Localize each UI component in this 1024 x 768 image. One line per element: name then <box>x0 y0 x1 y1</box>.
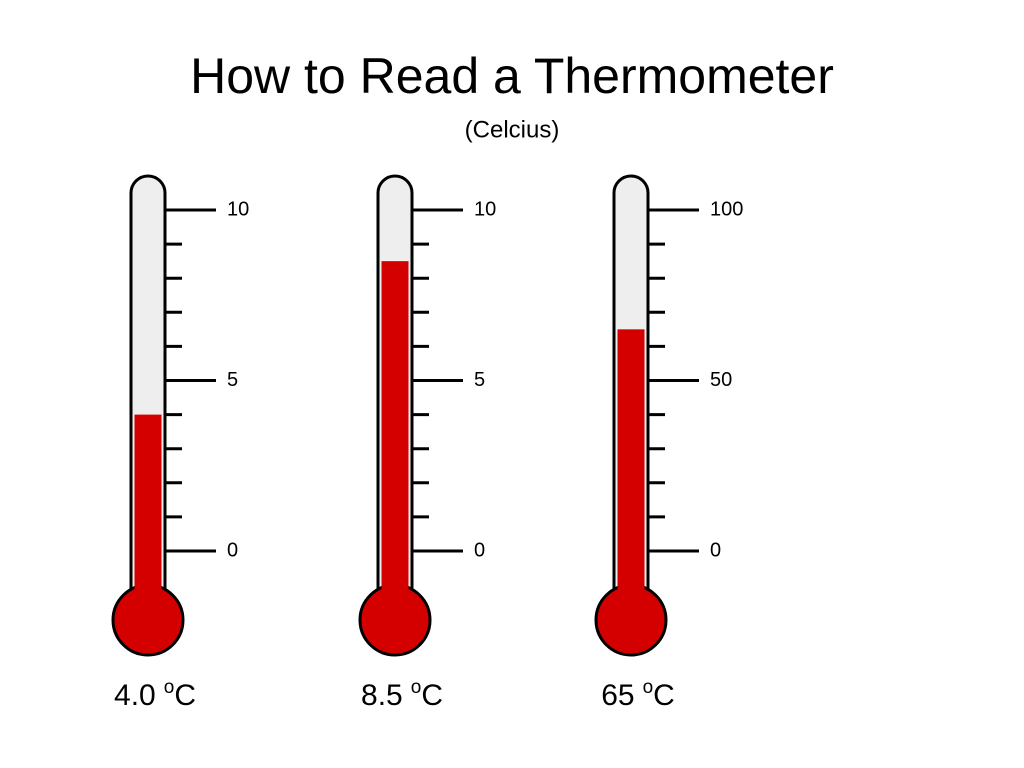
tick-label: 0 <box>227 539 238 561</box>
tick-label: 0 <box>474 539 485 561</box>
reading-value: 65 <box>601 679 634 712</box>
tick-label: 0 <box>710 539 721 561</box>
reading-degree: o <box>411 677 422 698</box>
thermometer: 0 5 10 8.5 oC <box>358 174 496 712</box>
reading-degree: o <box>164 677 175 698</box>
mercury <box>381 261 409 612</box>
tick-label: 10 <box>474 198 496 220</box>
reading-value: 8.5 <box>361 679 403 712</box>
subtitle: (Celcius) <box>465 116 560 143</box>
reading: 4.0 oC <box>114 677 196 712</box>
tick-label: 5 <box>227 369 238 391</box>
tick-label: 100 <box>710 198 743 220</box>
tick-label: 5 <box>474 369 485 391</box>
reading-unit: C <box>653 679 675 712</box>
reading: 8.5 oC <box>361 677 443 712</box>
reading-unit: C <box>174 679 196 712</box>
thermometer: 0 5 10 4.0 oC <box>111 174 249 712</box>
reading-value: 4.0 <box>114 679 156 712</box>
thermometer: 0 50 100 65 oC <box>594 174 743 712</box>
tick-label: 10 <box>227 198 249 220</box>
reading: 65 oC <box>601 677 675 712</box>
reading-degree: o <box>643 677 654 698</box>
reading-unit: C <box>421 679 443 712</box>
mercury <box>134 414 162 612</box>
tick-label: 50 <box>710 369 732 391</box>
mercury <box>617 329 645 612</box>
title: How to Read a Thermometer <box>190 48 834 104</box>
